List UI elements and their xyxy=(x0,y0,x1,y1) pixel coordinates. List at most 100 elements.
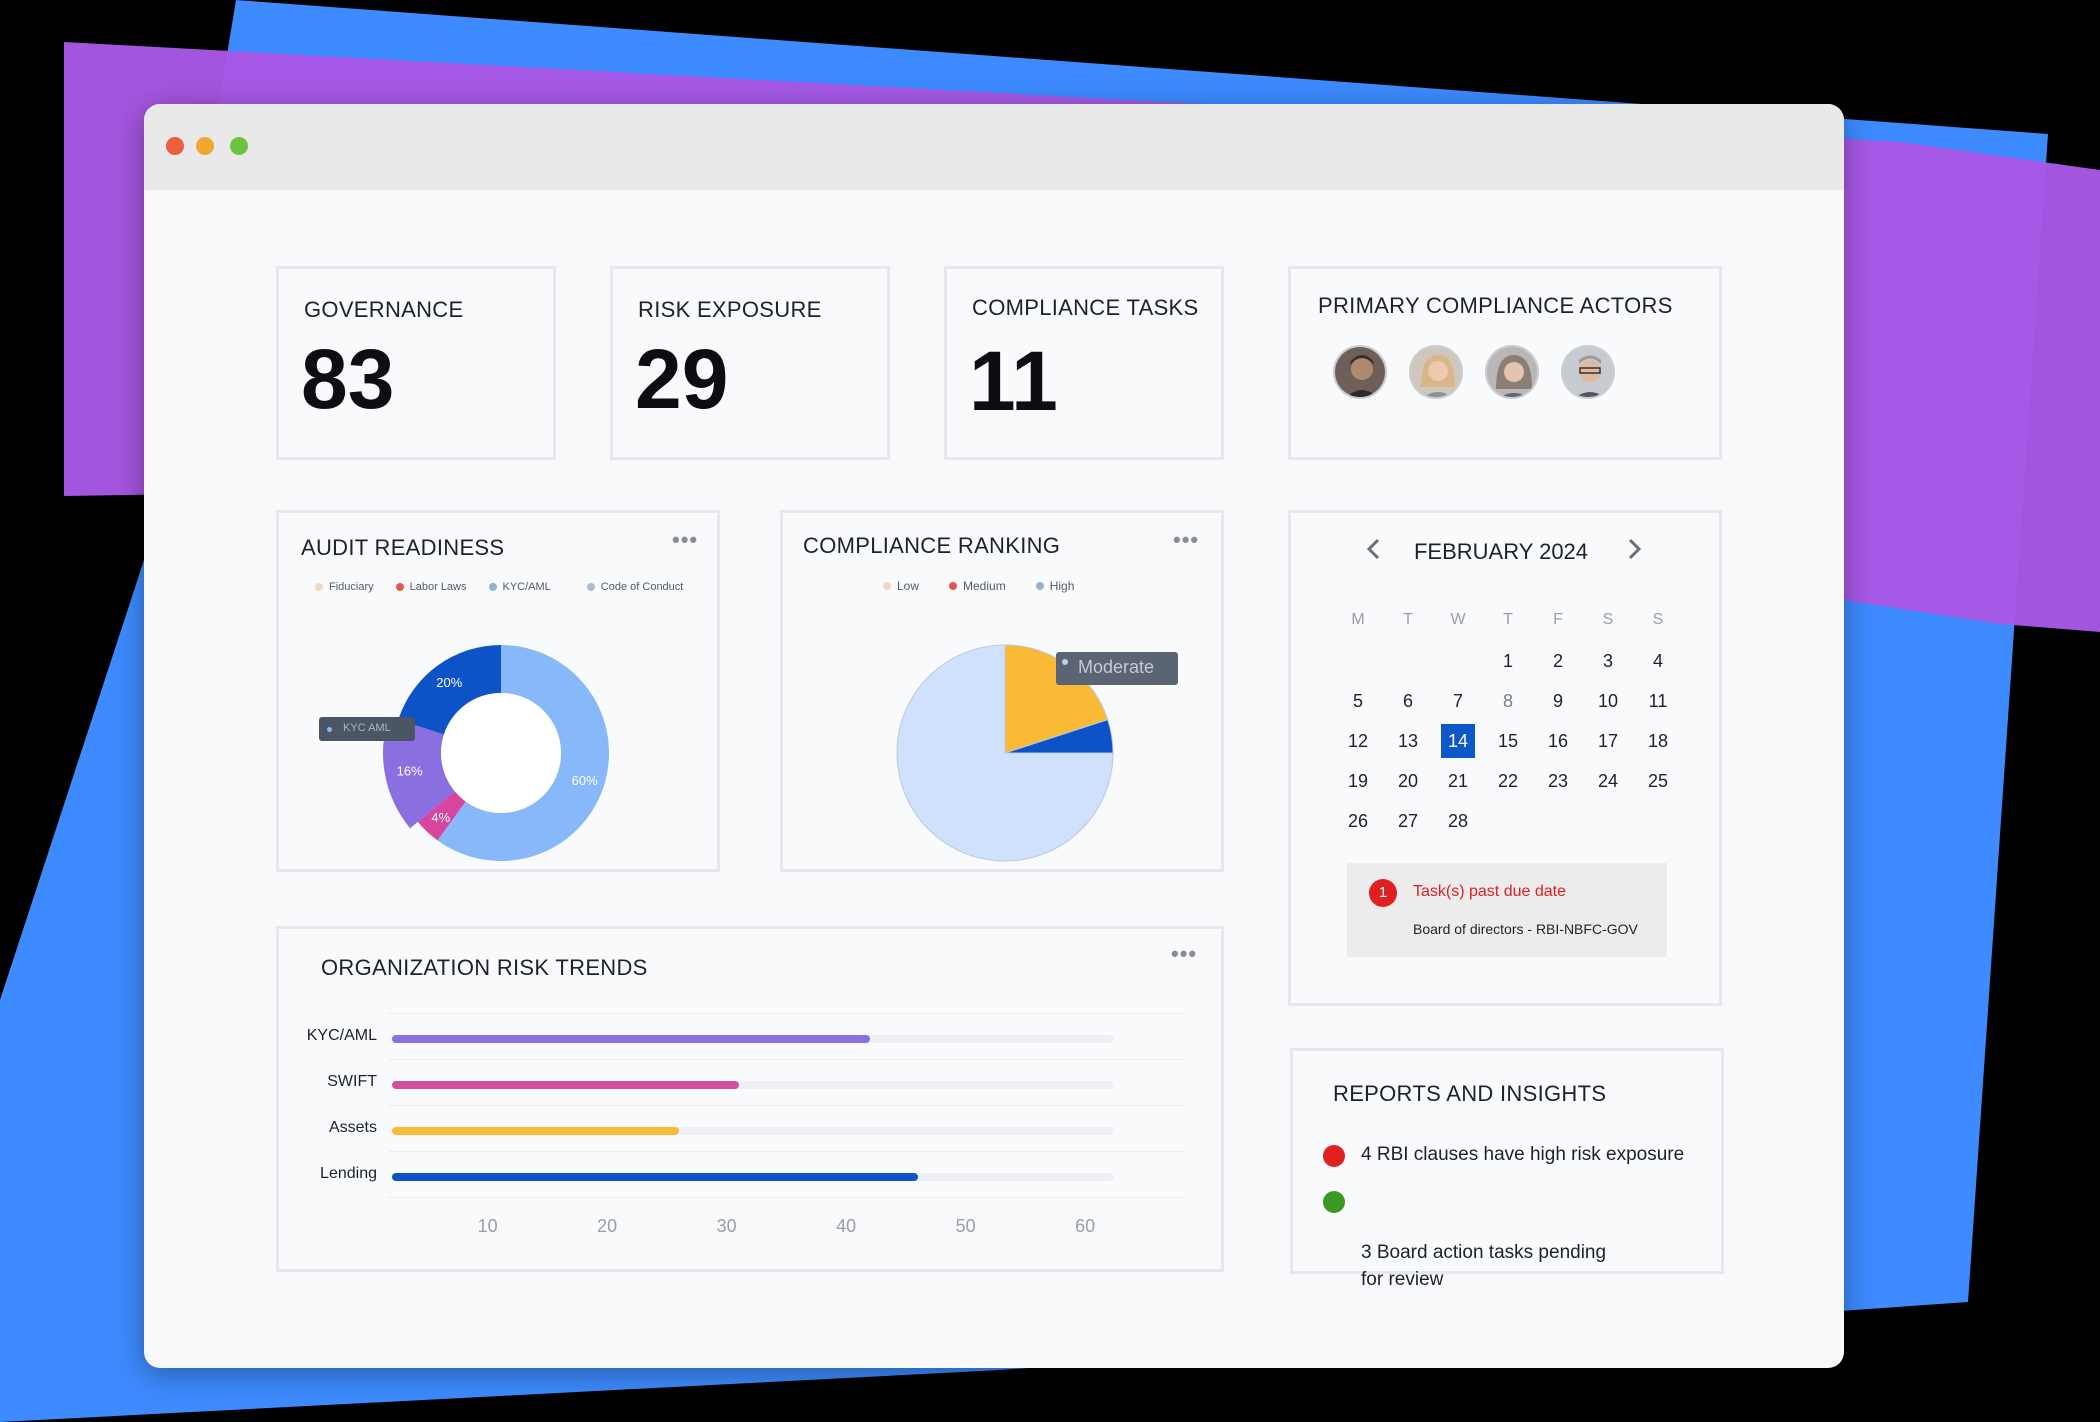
bar-lending[interactable] xyxy=(392,1173,918,1181)
compliance-actors-card: PRIMARY COMPLIANCE ACTORS xyxy=(1288,266,1722,460)
legend-label: Low xyxy=(897,579,920,593)
calendar-day[interactable]: 25 xyxy=(1647,771,1669,791)
compliance-tasks-card[interactable]: COMPLIANCE TASKS 11 xyxy=(944,266,1224,460)
risk-trends-title: ORGANIZATION RISK TRENDS xyxy=(321,955,648,980)
calendar-day[interactable]: 16 xyxy=(1547,731,1569,751)
legend-swatch xyxy=(315,583,323,591)
calendar-day[interactable]: 22 xyxy=(1497,771,1519,791)
grid-line xyxy=(389,1059,1185,1060)
calendar-day[interactable]: 26 xyxy=(1347,811,1369,831)
status-dot-red xyxy=(1323,1145,1345,1167)
risk-exposure-label: RISK EXPOSURE xyxy=(638,297,822,322)
avatar[interactable] xyxy=(1561,345,1615,399)
calendar-weekday: S xyxy=(1602,611,1614,628)
report-item[interactable]: 3 Board action tasks pending for review xyxy=(1323,1185,1606,1293)
legend-swatch xyxy=(395,583,404,591)
compliance-actors-title: PRIMARY COMPLIANCE ACTORS xyxy=(1318,293,1673,318)
legend-item: Code of Conduct xyxy=(586,581,684,593)
trends-more-menu-button[interactable]: ••• xyxy=(1171,941,1198,966)
calendar-day[interactable]: 18 xyxy=(1647,731,1669,751)
calendar-day[interactable]: 6 xyxy=(1402,691,1413,711)
bar-category-label: Lending xyxy=(320,1165,377,1182)
ranking-tooltip-label: Moderate xyxy=(1078,657,1155,677)
risk-exposure-card[interactable]: RISK EXPOSURE 29 xyxy=(610,266,890,460)
legend-swatch xyxy=(488,583,497,591)
calendar-day[interactable]: 12 xyxy=(1347,731,1369,751)
donut-slice-code-of-conduct xyxy=(437,645,610,861)
grid-line xyxy=(389,1013,1185,1014)
governance-card[interactable]: GOVERNANCE 83 xyxy=(276,266,556,460)
calendar-day[interactable]: 9 xyxy=(1552,691,1563,711)
legend-swatch xyxy=(586,583,595,591)
calendar-prev-button[interactable] xyxy=(1363,535,1383,563)
calendar-day[interactable]: 27 xyxy=(1397,811,1419,831)
audit-tooltip-label: KYC AML xyxy=(343,722,391,734)
calendar-next-button[interactable] xyxy=(1625,535,1645,563)
calendar-day[interactable]: 1 xyxy=(1502,651,1513,671)
calendar-day[interactable]: 23 xyxy=(1547,771,1569,791)
calendar-day[interactable]: 4 xyxy=(1652,651,1663,671)
calendar-day[interactable]: 7 xyxy=(1452,691,1463,711)
donut-slice-labor-laws xyxy=(417,791,466,841)
legend-label: Fiduciary xyxy=(329,581,374,593)
compliance-tasks-value: 11 xyxy=(969,334,1058,428)
calendar-day[interactable]: 15 xyxy=(1497,731,1519,751)
app-window: GOVERNANCE 83 RISK EXPOSURE 29 COMPLIANC… xyxy=(144,104,1844,1368)
calendar-day[interactable]: 28 xyxy=(1447,811,1469,831)
calendar-day-selected[interactable]: 14 xyxy=(1441,724,1475,758)
ranking-more-menu-button[interactable]: ••• xyxy=(1173,527,1200,552)
reports-title: REPORTS AND INSIGHTS xyxy=(1333,1081,1607,1106)
calendar-day[interactable]: 10 xyxy=(1597,691,1619,711)
calendar-day[interactable]: 20 xyxy=(1397,771,1419,791)
calendar-weekday: T xyxy=(1503,611,1513,628)
reports-card: REPORTS AND INSIGHTS 4 RBI clauses have … xyxy=(1290,1048,1724,1290)
legend-item: High xyxy=(1035,579,1074,593)
slice-label: 16% xyxy=(397,763,423,778)
tooltip-dot xyxy=(327,727,332,732)
risk-trends-card: ORGANIZATION RISK TRENDS ••• KYC/AML SWIF… xyxy=(276,926,1224,1272)
calendar-day[interactable]: 21 xyxy=(1447,771,1469,791)
tooltip-dot xyxy=(1062,659,1068,665)
compliance-tasks-label: COMPLIANCE TASKS xyxy=(972,295,1199,320)
report-item-text: 4 RBI clauses have high risk exposure xyxy=(1361,1144,1685,1165)
slice-label: 4% xyxy=(431,810,450,825)
x-tick-label: 50 xyxy=(955,1216,976,1236)
audit-donut-chart: 60% 4% 16% 20% xyxy=(383,645,610,861)
calendar-month-title: FEBRUARY 2024 xyxy=(1413,539,1589,564)
audit-more-menu-button[interactable]: ••• xyxy=(672,527,699,552)
calendar-day[interactable]: 3 xyxy=(1602,651,1613,671)
calendar-alert[interactable]: 1 Task(s) past due date Board of directo… xyxy=(1347,863,1667,957)
avatar[interactable] xyxy=(1333,345,1387,399)
legend-label: Code of Conduct xyxy=(600,581,684,593)
x-tick-label: 40 xyxy=(836,1216,857,1236)
report-item[interactable]: 4 RBI clauses have high risk exposure xyxy=(1323,1141,1685,1168)
calendar-day[interactable]: 17 xyxy=(1597,731,1619,751)
calendar-day[interactable]: 13 xyxy=(1397,731,1419,751)
bar-swift[interactable] xyxy=(392,1081,739,1089)
calendar-day[interactable]: 8 xyxy=(1502,691,1513,711)
bar-assets[interactable] xyxy=(392,1127,679,1135)
grid-line xyxy=(389,1151,1185,1152)
avatar[interactable] xyxy=(1409,345,1463,399)
alert-count-badge: 1 xyxy=(1369,879,1397,907)
minimize-window-button[interactable] xyxy=(196,137,214,155)
calendar-day[interactable]: 24 xyxy=(1597,771,1619,791)
legend-item: Fiduciary xyxy=(315,581,374,593)
close-window-button[interactable] xyxy=(166,137,184,155)
calendar-day[interactable]: 19 xyxy=(1347,771,1369,791)
alert-detail: Board of directors - RBI-NBFC-GOV xyxy=(1413,921,1638,937)
maximize-window-button[interactable] xyxy=(230,137,248,155)
audit-readiness-card: AUDIT READINESS ••• Fiduciary Labor Laws… xyxy=(276,510,720,872)
chevron-right-icon xyxy=(1628,538,1642,560)
x-tick-label: 20 xyxy=(597,1216,618,1236)
bar-track xyxy=(392,1081,1114,1089)
calendar-card: FEBRUARY 2024 M T W T F S S 1 2 3 4 5 6 7 8 9 10 11 12 13 14… xyxy=(1288,510,1722,1006)
legend-item: KYC/AML xyxy=(488,581,551,593)
calendar-day[interactable]: 5 xyxy=(1352,691,1363,711)
bar-kyc-aml[interactable] xyxy=(392,1035,870,1043)
avatar[interactable] xyxy=(1485,345,1539,399)
x-tick-label: 30 xyxy=(716,1216,737,1236)
legend-swatch xyxy=(883,582,891,590)
calendar-day[interactable]: 2 xyxy=(1552,651,1563,671)
calendar-day[interactable]: 11 xyxy=(1648,691,1668,711)
